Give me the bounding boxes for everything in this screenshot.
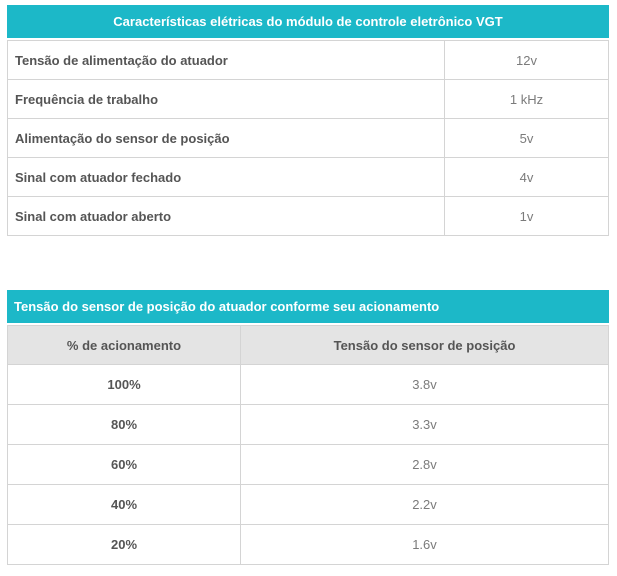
spec-value: 1v — [444, 196, 609, 236]
table-row: 60% 2.8v — [7, 444, 609, 485]
spec-label: Alimentação do sensor de posição — [7, 118, 445, 158]
voltage-cell: 3.3v — [240, 404, 609, 445]
table-row: Alimentação do sensor de posição 5v — [7, 118, 609, 158]
table-row: Frequência de trabalho 1 kHz — [7, 79, 609, 119]
table2-title: Tensão do sensor de posição do atuador c… — [7, 290, 609, 323]
table-row: Sinal com atuador fechado 4v — [7, 157, 609, 197]
table2-grid: % de acionamento Tensão do sensor de pos… — [7, 325, 609, 565]
spec-value: 1 kHz — [444, 79, 609, 119]
table-row: Tensão de alimentação do atuador 12v — [7, 40, 609, 80]
table1-grid: Tensão de alimentação do atuador 12v Fre… — [7, 40, 609, 236]
table-row: 80% 3.3v — [7, 404, 609, 445]
column-header-voltage: Tensão do sensor de posição — [240, 325, 609, 365]
table-row: Sinal com atuador aberto 1v — [7, 196, 609, 236]
percent-cell: 100% — [7, 364, 241, 405]
spec-value: 12v — [444, 40, 609, 80]
spec-label: Sinal com atuador fechado — [7, 157, 445, 197]
table1-title: Características elétricas do módulo de c… — [7, 5, 609, 38]
spec-label: Frequência de trabalho — [7, 79, 445, 119]
spec-label: Sinal com atuador aberto — [7, 196, 445, 236]
percent-cell: 60% — [7, 444, 241, 485]
table-row: 20% 1.6v — [7, 524, 609, 565]
table-row: 40% 2.2v — [7, 484, 609, 525]
sensor-voltage-table: Tensão do sensor de posição do atuador c… — [7, 290, 609, 565]
percent-cell: 20% — [7, 524, 241, 565]
column-header-row: % de acionamento Tensão do sensor de pos… — [7, 325, 609, 365]
voltage-cell: 2.2v — [240, 484, 609, 525]
percent-cell: 40% — [7, 484, 241, 525]
column-header-percent: % de acionamento — [7, 325, 241, 365]
percent-cell: 80% — [7, 404, 241, 445]
spec-value: 4v — [444, 157, 609, 197]
spec-value: 5v — [444, 118, 609, 158]
electrical-characteristics-table: Características elétricas do módulo de c… — [7, 5, 609, 236]
table-row: 100% 3.8v — [7, 364, 609, 405]
voltage-cell: 3.8v — [240, 364, 609, 405]
voltage-cell: 2.8v — [240, 444, 609, 485]
voltage-cell: 1.6v — [240, 524, 609, 565]
spec-label: Tensão de alimentação do atuador — [7, 40, 445, 80]
